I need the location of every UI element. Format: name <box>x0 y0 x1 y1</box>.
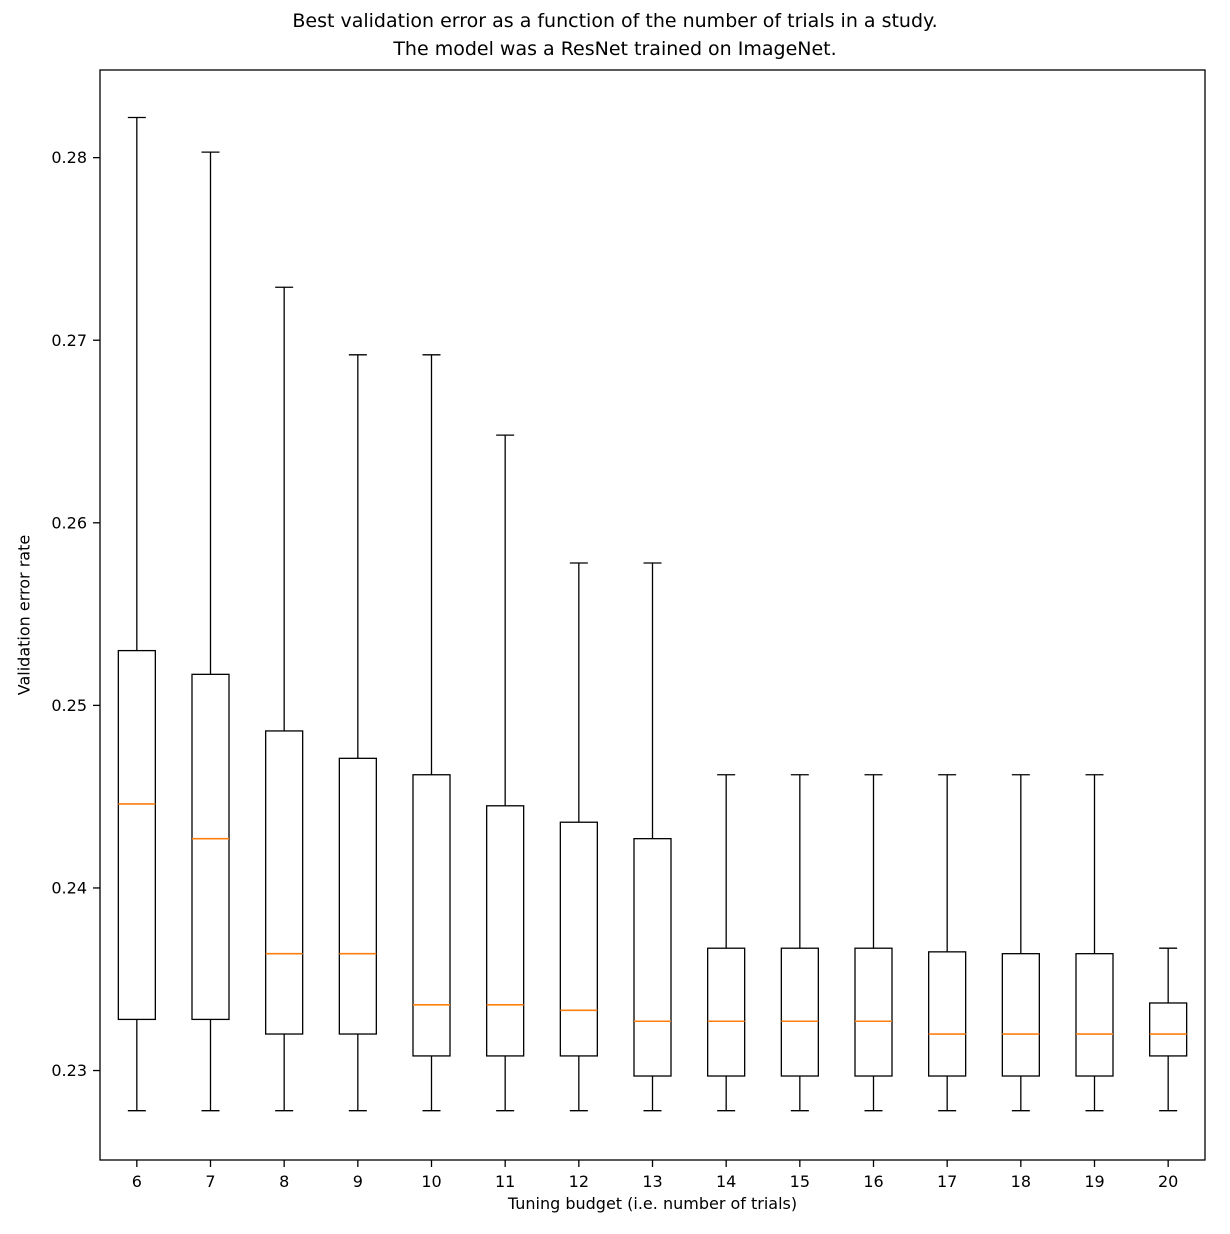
x-tick-label: 8 <box>279 1172 289 1191</box>
x-tick-label: 7 <box>205 1172 215 1191</box>
iqr-box <box>707 947 746 1077</box>
iqr-box <box>338 757 377 1035</box>
iqr-box <box>780 947 819 1077</box>
box-group <box>265 286 304 1112</box>
y-tick-label: 0.26 <box>51 513 87 532</box>
x-tick-label: 15 <box>790 1172 810 1191</box>
x-tick-label: 14 <box>716 1172 736 1191</box>
x-tick-label: 18 <box>1011 1172 1031 1191</box>
box-group <box>928 774 967 1112</box>
iqr-box <box>928 951 967 1077</box>
y-tick-label: 0.24 <box>51 879 87 898</box>
x-tick-label: 12 <box>569 1172 589 1191</box>
box-group <box>1149 947 1188 1112</box>
x-tick-label: 6 <box>132 1172 142 1191</box>
box-group <box>412 354 451 1112</box>
iqr-box <box>1075 953 1114 1077</box>
x-tick-label: 9 <box>353 1172 363 1191</box>
iqr-box <box>191 673 230 1021</box>
iqr-box <box>265 730 304 1035</box>
x-tick-label: 19 <box>1084 1172 1104 1191</box>
x-tick-label: 11 <box>495 1172 515 1191</box>
y-tick-label: 0.23 <box>51 1061 87 1080</box>
box-group <box>854 774 893 1112</box>
box-group <box>117 116 156 1112</box>
y-tick-label: 0.27 <box>51 331 87 350</box>
box-group <box>780 774 819 1112</box>
box-group <box>559 562 598 1112</box>
box-group <box>486 434 525 1112</box>
box-group <box>191 151 230 1112</box>
iqr-box <box>633 838 672 1077</box>
y-axis-label: Validation error rate <box>14 534 34 696</box>
iqr-box <box>412 774 451 1057</box>
y-tick-label: 0.28 <box>51 148 87 167</box>
x-tick-label: 17 <box>937 1172 957 1191</box>
box-group <box>1001 774 1040 1112</box>
x-tick-label: 16 <box>863 1172 883 1191</box>
box-group <box>338 354 377 1112</box>
box-group <box>707 774 746 1112</box>
box-group <box>1075 774 1114 1112</box>
iqr-box <box>854 947 893 1077</box>
x-axis-label: Tuning budget (i.e. number of trials) <box>507 1194 798 1213</box>
iqr-box <box>117 649 156 1021</box>
x-tick-label: 20 <box>1158 1172 1178 1191</box>
iqr-box <box>559 821 598 1057</box>
y-tick-label: 0.25 <box>51 696 87 715</box>
x-tick-label: 10 <box>421 1172 441 1191</box>
iqr-box <box>486 805 525 1057</box>
iqr-box <box>1149 1002 1188 1057</box>
x-tick-label: 13 <box>642 1172 662 1191</box>
box-group <box>633 562 672 1112</box>
chart-title: Best validation error as a function of t… <box>292 10 938 60</box>
iqr-box <box>1001 953 1040 1077</box>
